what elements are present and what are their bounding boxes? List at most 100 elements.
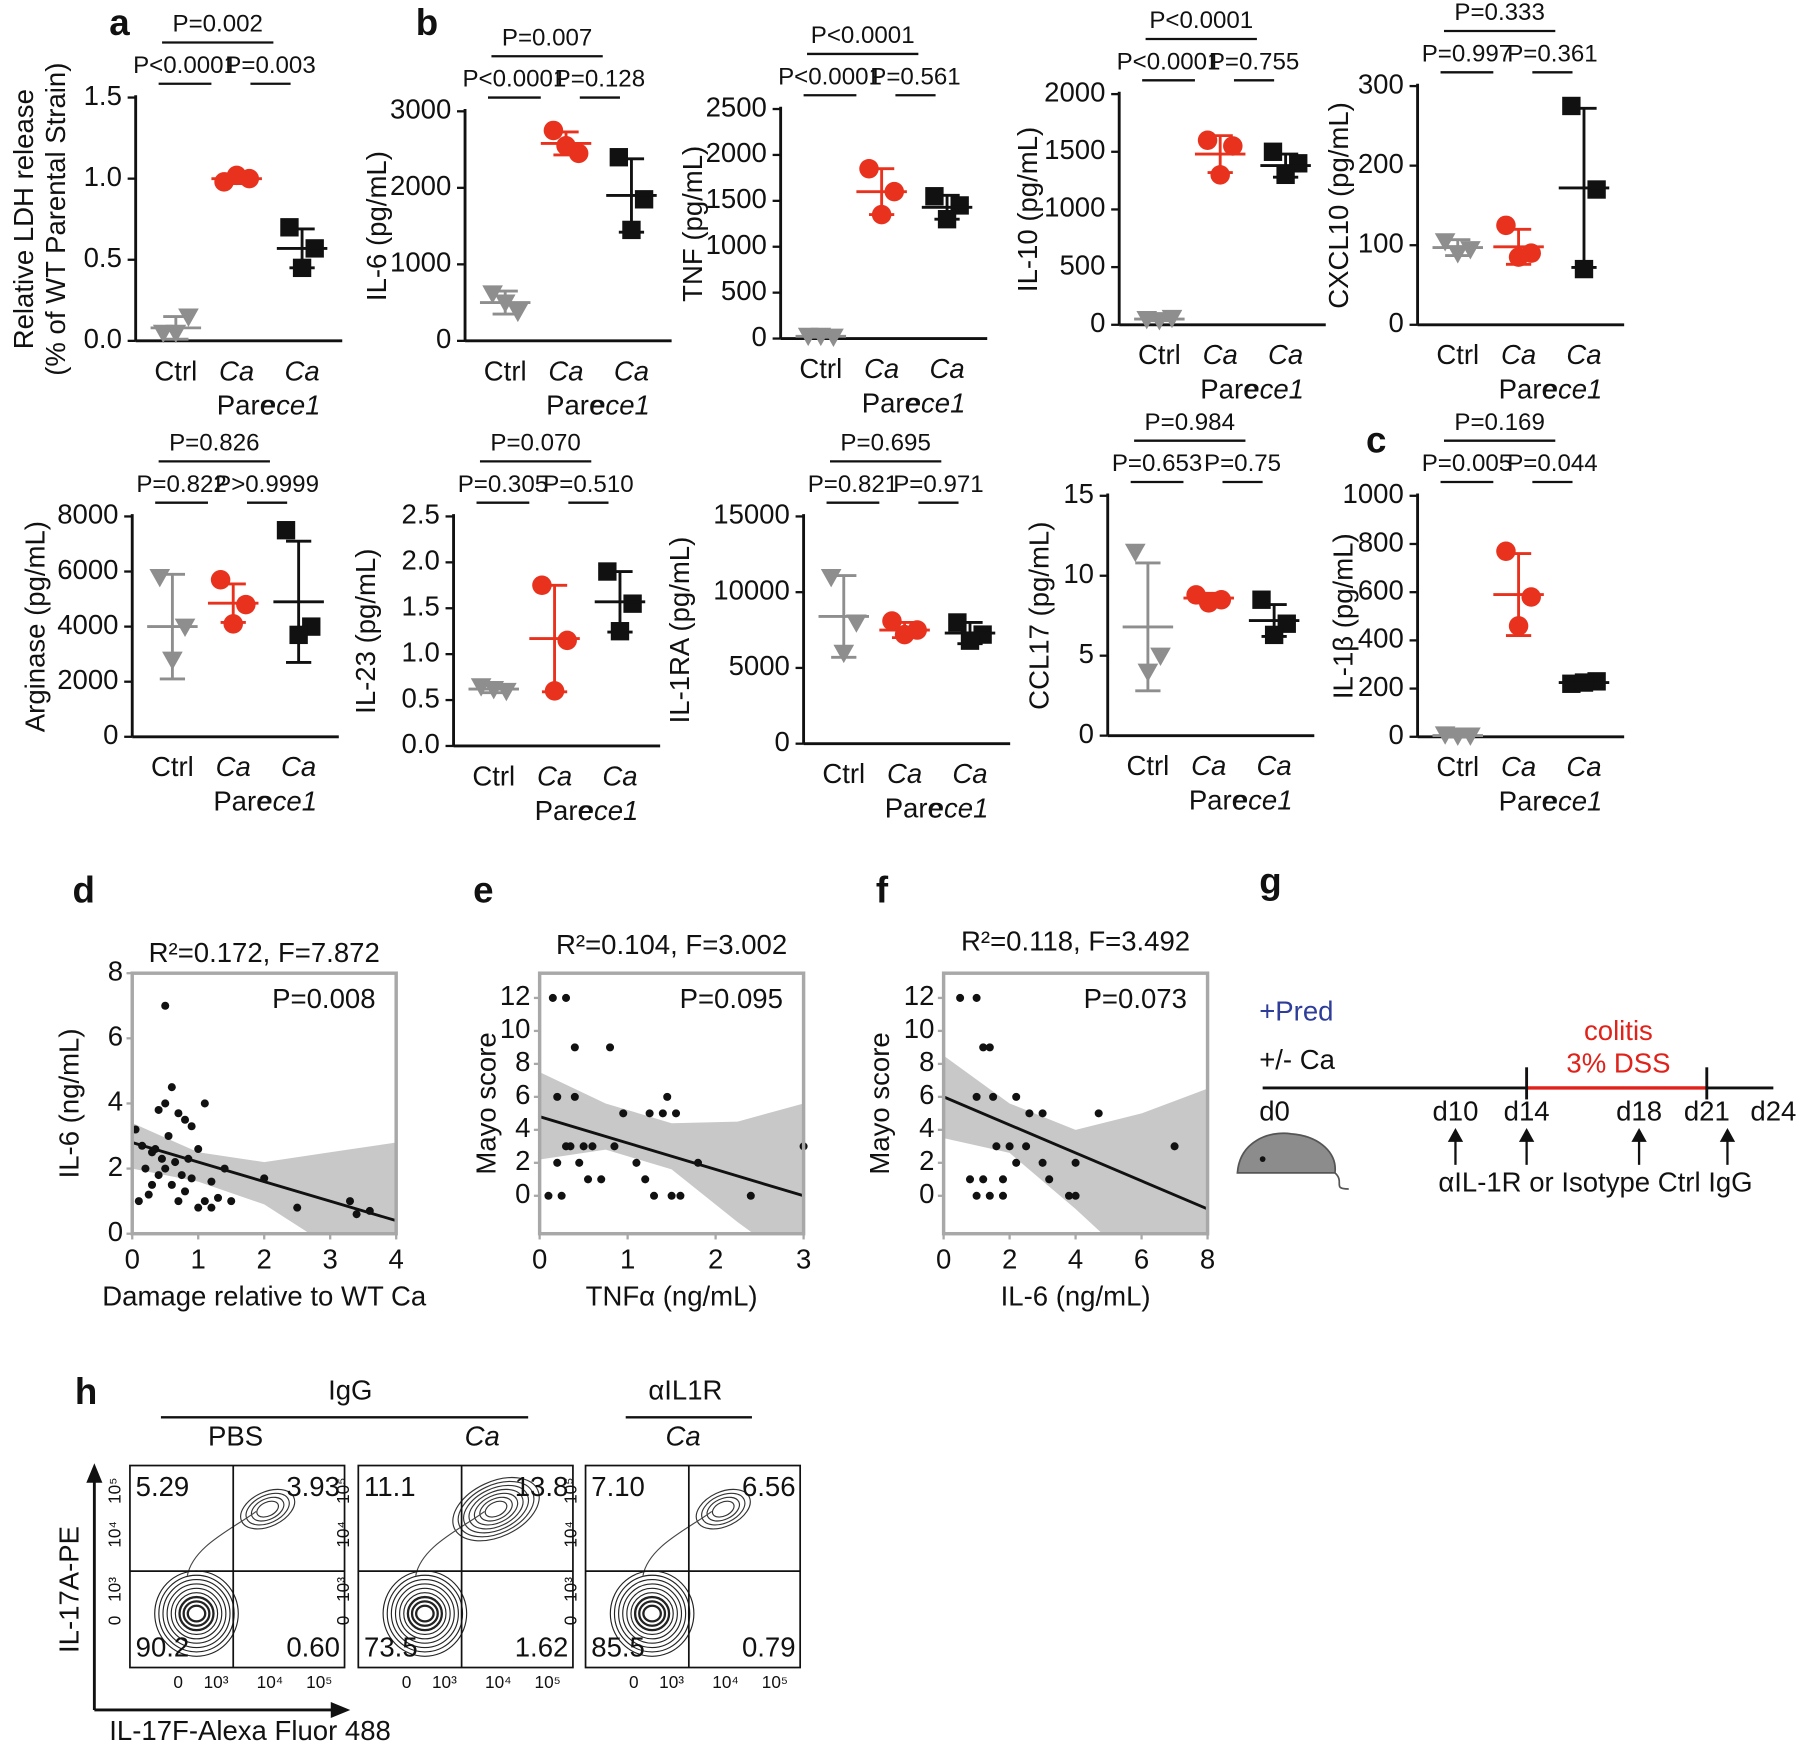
p-value-label: P=0.095 [680, 983, 783, 1014]
x-tick-label: 0 [125, 1244, 140, 1275]
point [1038, 1109, 1047, 1118]
x-tick-label: 10⁴ [712, 1672, 739, 1692]
x-sub-label: ece1 [1244, 374, 1304, 405]
x-tick-label: 10³ [659, 1672, 684, 1692]
timeline-panel: g +Pred +/- Ca colitis 3% DSS d0 d10 d14… [1236, 860, 1796, 1198]
y-tick-label: 2.0 [402, 545, 440, 576]
dot-chart: 0 5000 10000 15000 IL-1RA (pg/mL) Ctrl Ca Pare C… [664, 429, 1011, 824]
x-tick-label: Ca [1501, 339, 1536, 370]
contour [638, 1600, 667, 1627]
point [1521, 587, 1541, 607]
point [965, 1175, 975, 1184]
contour [250, 1496, 285, 1522]
point [226, 165, 247, 186]
point [948, 613, 967, 632]
point [606, 1043, 615, 1052]
point [619, 1109, 628, 1118]
p-value-label: P=0.361 [1507, 40, 1597, 67]
y-tick-label: 10⁴ [333, 1521, 353, 1548]
contour [415, 1604, 435, 1623]
point [227, 1197, 236, 1206]
point [532, 575, 552, 596]
p-value-label: P<0.0001 [778, 63, 882, 90]
p-value-label: P<0.0001 [1117, 48, 1221, 75]
point [925, 187, 944, 206]
point [1587, 180, 1606, 199]
contour [158, 1574, 235, 1653]
point [553, 1092, 562, 1101]
point [1447, 245, 1469, 264]
point [507, 303, 529, 323]
y-tick-label: 2 [515, 1145, 530, 1176]
p-value-label: P=0.821 [808, 471, 898, 498]
point [658, 1109, 667, 1118]
point [548, 993, 557, 1002]
y-tick-label: 1.0 [84, 161, 122, 192]
panel-label: a [109, 2, 130, 43]
y-tick-label: 1500 [706, 183, 767, 214]
x-tick-label: Ca [548, 355, 583, 386]
point [960, 631, 980, 650]
x-axis-label: TNFα (ng/mL) [586, 1280, 758, 1311]
x-tick-label: 1 [191, 1244, 206, 1275]
y-tick-label: 10 [500, 1013, 531, 1044]
quadrant-value: 85.5 [591, 1631, 645, 1662]
contour [626, 1587, 678, 1640]
x-tick-label: 10³ [432, 1672, 457, 1692]
y-tick-label: 0.0 [402, 728, 440, 759]
contour [256, 1500, 280, 1518]
point [972, 1092, 981, 1101]
point [220, 1164, 229, 1173]
y-tick-label: 0 [108, 1216, 123, 1247]
x-sub-label: Pare [862, 387, 920, 418]
y-tick-label: 1.0 [402, 636, 440, 667]
y-tick-label: 0 [105, 1616, 125, 1626]
contour [711, 1500, 735, 1518]
point [1263, 142, 1283, 161]
point [1264, 625, 1284, 645]
x-sub-label: ece1 [261, 390, 321, 421]
y-tick-label: 10 [904, 1013, 935, 1044]
x-tick-label: Ca [1268, 339, 1303, 370]
x-tick-label: Ctrl [1436, 751, 1479, 782]
point [998, 1191, 1008, 1200]
point [148, 1180, 157, 1189]
treatment-label: +Pred [1259, 996, 1333, 1027]
x-tick-label: 10⁵ [306, 1672, 332, 1692]
x-tick-label: Ca [887, 758, 922, 789]
p-value-label: P=0.073 [1084, 983, 1187, 1014]
y-tick-label: 10⁵ [105, 1478, 125, 1504]
point [174, 1197, 183, 1206]
point [1038, 1158, 1047, 1167]
point [181, 1115, 190, 1124]
point [1094, 1109, 1103, 1118]
x-tick-label: 2 [708, 1244, 723, 1275]
point [1562, 96, 1581, 116]
p-value-label: P=0.007 [502, 24, 592, 51]
phase-label: colitis [1584, 1015, 1653, 1046]
quadrant-value: 1.62 [515, 1631, 569, 1662]
x-sub-label: ece1 [1543, 374, 1603, 405]
p-value-label: P<0.0001 [133, 52, 237, 79]
p-value-label: P=0.128 [555, 66, 645, 93]
y-tick-label: 4000 [57, 609, 118, 640]
x-tick-label: 3 [796, 1244, 811, 1275]
contour [170, 1587, 223, 1640]
x-sub-label: Pare [1499, 374, 1557, 405]
x-tick-label: Ca [952, 758, 987, 789]
x-tick-label: Ca [614, 355, 649, 386]
y-tick-label: 10³ [333, 1577, 353, 1602]
point [972, 993, 981, 1002]
contour [174, 1592, 219, 1636]
point [562, 993, 571, 1002]
infection-label: +/- Ca [1259, 1044, 1335, 1075]
point [161, 1164, 170, 1173]
p-value-label: P=0.510 [543, 471, 633, 498]
p-value-label: P=0.997 [1422, 40, 1512, 67]
p-value-label: P=0.695 [840, 429, 930, 456]
point [562, 1142, 571, 1151]
plot-frame [357, 1464, 574, 1669]
point [151, 1145, 160, 1154]
x-tick-label: Ca [1566, 339, 1601, 370]
